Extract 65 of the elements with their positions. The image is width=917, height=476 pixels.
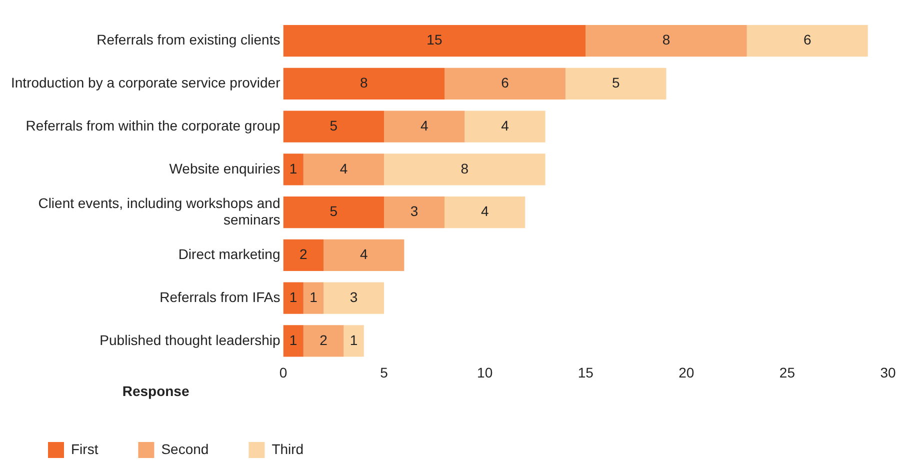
x-tick-label: 0 [279, 364, 288, 381]
y-tick-label: Client events, including workshops and seminars [38, 194, 280, 228]
bar [324, 239, 404, 272]
data-label: 3 [410, 203, 418, 220]
bar [444, 196, 526, 228]
data-label: 6 [803, 32, 812, 48]
bar [283, 68, 445, 100]
bar [283, 239, 324, 272]
data-label: 1 [289, 332, 298, 348]
data-label: 1 [350, 332, 358, 348]
data-label: 4 [480, 203, 489, 220]
data-label: 2 [300, 246, 308, 262]
bar [746, 25, 868, 57]
data-label: 1 [289, 288, 298, 305]
bar [303, 325, 344, 357]
legend-label: First [71, 440, 98, 457]
y-tick-label: Referrals from within the corporate group [26, 117, 280, 134]
bar [384, 196, 445, 228]
data-label: 4 [501, 117, 510, 134]
data-label: 4 [340, 160, 348, 176]
legend-label: Second [161, 440, 209, 457]
bar [303, 282, 324, 314]
bar [283, 25, 586, 57]
bar [283, 196, 384, 228]
legend-title: Response [122, 383, 190, 400]
data-label: 8 [662, 32, 670, 48]
data-label: 4 [420, 117, 428, 134]
bar [324, 282, 384, 314]
bar [344, 325, 364, 357]
data-label: 1 [310, 288, 318, 305]
y-tick-label: Referrals from IFAs [160, 288, 280, 305]
data-label: 2 [320, 332, 328, 348]
data-label: 5 [330, 203, 338, 220]
bar [586, 25, 747, 57]
x-tick-label: 20 [678, 364, 694, 381]
bar [384, 110, 465, 142]
y-tick-label: Direct marketing [178, 246, 280, 262]
bar [283, 110, 384, 142]
bar [283, 325, 304, 357]
data-label: 6 [501, 74, 510, 91]
y-tick-label: Referrals from existing clients [96, 32, 280, 48]
x-tick-label: 15 [578, 364, 594, 381]
bar [283, 154, 304, 186]
x-tick-label: 10 [477, 364, 493, 381]
bar [464, 110, 546, 142]
y-tick-label: Website enquiries [169, 160, 280, 176]
data-label: 8 [460, 160, 469, 176]
x-tick-label: 25 [779, 364, 796, 381]
bar [384, 154, 546, 186]
data-label: 15 [426, 32, 442, 48]
bar [444, 68, 566, 100]
legend-label: Third [272, 440, 304, 457]
data-label: 3 [350, 288, 358, 305]
data-label: 8 [360, 74, 368, 91]
bar [283, 282, 304, 314]
y-tick-label: Introduction by a corporate service provider [10, 74, 281, 91]
x-tick-label: 30 [880, 364, 896, 381]
data-label: 1 [289, 160, 298, 176]
y-tick-label: Published thought leadership [100, 332, 280, 348]
x-tick-label: 5 [380, 364, 388, 381]
bar [565, 68, 666, 100]
bar [303, 154, 384, 186]
data-label: 5 [330, 117, 338, 134]
data-label: 5 [612, 74, 620, 91]
data-label: 4 [360, 246, 368, 262]
